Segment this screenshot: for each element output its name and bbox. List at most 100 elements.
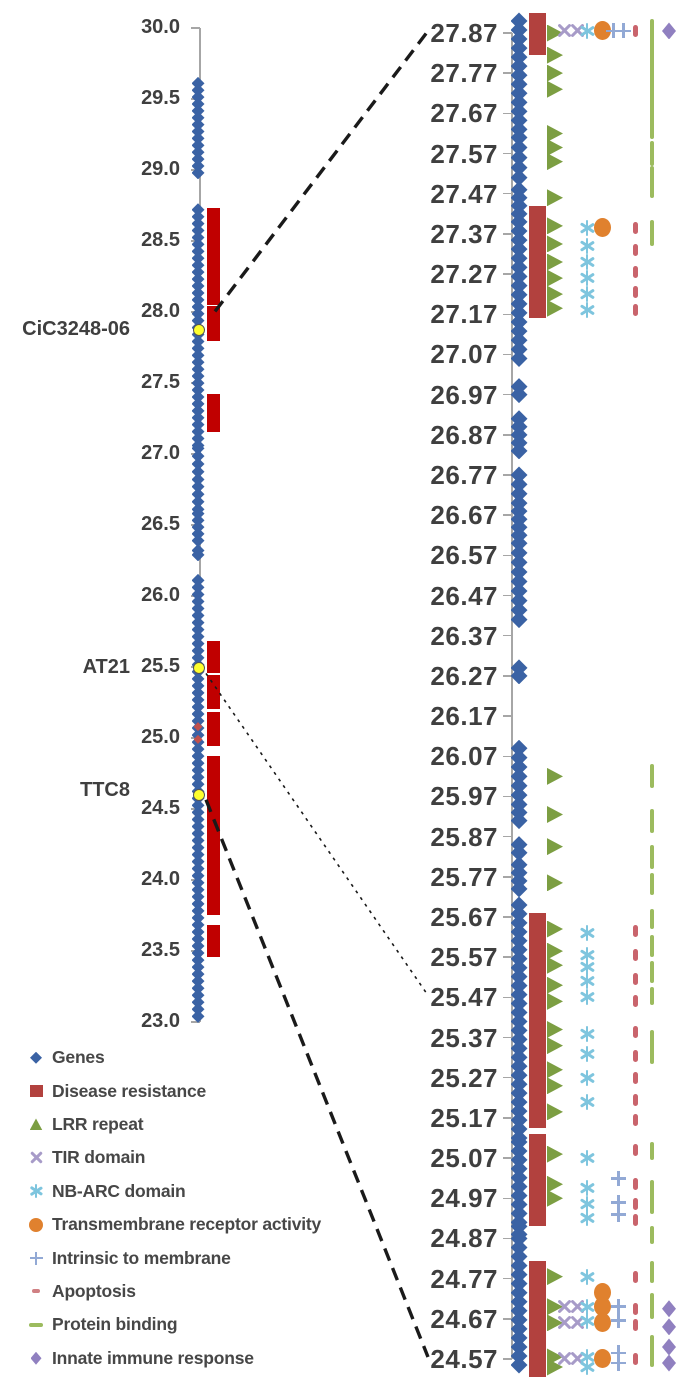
gene-marker [510, 1075, 528, 1093]
gene-marker [191, 848, 205, 862]
gene-marker [191, 967, 205, 981]
gene-marker [191, 904, 205, 918]
gene-marker [510, 941, 528, 959]
disease-resistance-marker [529, 1134, 546, 1173]
tick-label: 27.27 [430, 259, 498, 290]
square-legend-icon [28, 1083, 44, 1099]
protein-binding-marker [650, 1226, 654, 1245]
axis-tick [191, 27, 200, 29]
gene-marker [510, 572, 528, 590]
legend-marker-shape [29, 1217, 43, 1232]
legend-label: Genes [52, 1047, 105, 1068]
gene-marker [510, 159, 528, 177]
gene-marker [510, 611, 528, 629]
apoptosis-marker [632, 1049, 638, 1062]
transmembrane-receptor-marker [594, 218, 611, 238]
gene-marker [510, 213, 528, 231]
gene-marker [191, 279, 205, 293]
nb-arc-domain-marker [579, 959, 595, 976]
disease-bar [207, 711, 220, 746]
intrinsic-to-membrane-marker [616, 23, 631, 39]
nb-arc-domain-marker [579, 1025, 595, 1042]
gene-marker [510, 30, 528, 48]
axis-tick [503, 192, 512, 195]
gene-marker [510, 313, 528, 331]
gene-marker [191, 272, 205, 286]
star-legend-icon [28, 1183, 44, 1199]
gene-marker [510, 905, 528, 923]
disease-resistance-marker [529, 241, 546, 319]
legend-marker-shape [29, 1251, 43, 1265]
gene-marker [510, 1356, 528, 1374]
disease-bar [207, 924, 220, 958]
apoptosis-marker [632, 266, 638, 279]
gene-marker [191, 777, 205, 791]
gene-marker [191, 855, 205, 869]
lrr-repeat-marker [547, 269, 563, 287]
gene-marker [510, 563, 528, 581]
gene-marker [191, 609, 205, 623]
gene-marker [191, 1002, 205, 1016]
gene-marker [510, 786, 528, 804]
gene-marker [191, 686, 205, 700]
gene-marker [510, 57, 528, 75]
legend-item: Innate immune response [28, 1342, 388, 1375]
legend-marker-shape [29, 1118, 43, 1131]
apoptosis-point [193, 734, 203, 744]
axis-tick [503, 1197, 512, 1200]
nb-arc-domain-marker [579, 947, 595, 964]
legend-marker-shape [30, 1351, 42, 1365]
gene-marker [191, 819, 205, 833]
lrr-repeat-marker [547, 1103, 563, 1121]
nb-arc-domain-marker [579, 1196, 595, 1213]
gene-marker [191, 230, 205, 244]
nb-arc-domain-marker [579, 1210, 595, 1227]
gene-marker [191, 118, 205, 132]
protein-binding-marker [650, 1180, 654, 1215]
legend-label: LRR repeat [52, 1113, 144, 1134]
disease-resistance-marker [529, 205, 546, 252]
gene-marker [191, 883, 205, 897]
gene-marker [191, 805, 205, 819]
gene-marker [191, 637, 205, 651]
axis-tick [503, 1277, 512, 1280]
tick-label: 24.67 [430, 1303, 498, 1334]
gene-marker [510, 844, 528, 862]
tick-label: 26.5 [141, 513, 180, 535]
innate-immune-marker [662, 1300, 676, 1318]
gene-marker [191, 480, 205, 494]
gene-marker [191, 507, 205, 521]
gene-marker [510, 1187, 528, 1205]
gene-marker [191, 932, 205, 946]
gene-marker [191, 672, 205, 686]
axis-tick [503, 313, 512, 316]
disease-bar [207, 640, 220, 674]
apoptosis-marker [632, 995, 638, 1008]
nb-arc-domain-marker [579, 286, 595, 303]
gene-marker [191, 495, 205, 509]
gene-marker [191, 152, 205, 166]
tick-label: 25.97 [430, 781, 498, 812]
protein-binding-marker [650, 141, 654, 166]
gene-marker [510, 1257, 528, 1275]
gene-marker [510, 102, 528, 120]
apoptosis-marker [632, 221, 638, 234]
lrr-repeat-marker [547, 139, 563, 157]
gene-marker [510, 1204, 528, 1222]
legend-item: Transmembrane receptor activity [28, 1208, 388, 1241]
apoptosis-marker [632, 1025, 638, 1038]
disease-resistance-marker [529, 1290, 546, 1339]
gene-marker [510, 1266, 528, 1284]
gene-marker [191, 679, 205, 693]
gene-marker [510, 1238, 528, 1256]
legend-item: Intrinsic to membrane [28, 1241, 388, 1274]
axis-tick [503, 112, 512, 115]
gene-marker [191, 131, 205, 145]
lrr-repeat-marker [547, 838, 563, 856]
gene-marker [191, 960, 205, 974]
lrr-repeat-marker [547, 1037, 563, 1055]
gene-marker [191, 594, 205, 608]
tri-up-legend-icon [28, 1116, 44, 1132]
gene-marker [510, 258, 528, 276]
gene-marker [191, 111, 205, 125]
